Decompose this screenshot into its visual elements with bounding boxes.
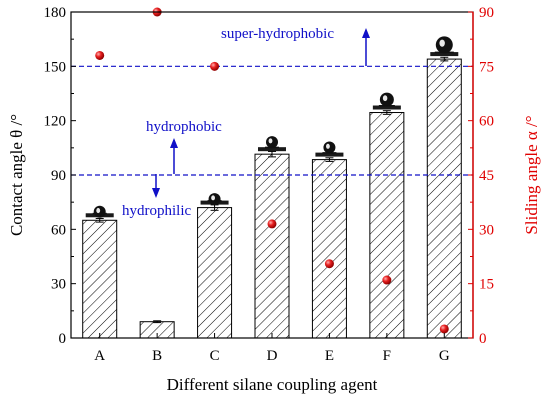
left-tick-label: 30: [51, 277, 66, 293]
right-tick-label: 45: [479, 168, 494, 184]
arrow-up-icon: [170, 138, 178, 174]
left-tick-label: 0: [59, 331, 67, 347]
droplet-icons-group: [85, 36, 459, 218]
right-tick-label: 30: [479, 222, 494, 238]
bars-group: [82, 58, 462, 339]
right-axis-ticks: 0 15 30 45 60 75 90: [468, 5, 494, 347]
y-axis-title-right: Sliding angle α /°: [522, 115, 541, 234]
error-bar-D: [268, 150, 276, 158]
arrow-down-icon: [152, 174, 160, 198]
left-tick-label: 60: [51, 222, 66, 238]
bar-G: [426, 58, 462, 339]
x-tick-label: C: [210, 348, 220, 364]
left-tick-label: 120: [44, 114, 67, 130]
reference-lines-group: [71, 65, 473, 176]
x-axis-ticks: A B C D E F G: [94, 333, 450, 364]
x-tick-label: E: [325, 348, 334, 364]
water-droplet-icon: [85, 205, 114, 218]
right-tick-label: 15: [479, 277, 494, 293]
hydrophobic-label: hydrophobic: [146, 119, 222, 135]
sliding-point-A: [95, 50, 105, 60]
right-tick-label: 90: [479, 5, 494, 21]
sliding-point-G: [439, 324, 449, 334]
water-droplet-icon: [258, 136, 286, 152]
bar-E: [311, 159, 347, 339]
bar-D: [254, 153, 290, 339]
water-droplet-icon: [315, 141, 344, 157]
error-bar-A: [95, 217, 104, 223]
y-axis-title-left: Contact angle θ /°: [7, 114, 26, 236]
left-tick-label: 90: [51, 168, 66, 184]
left-tick-label: 180: [44, 5, 67, 21]
right-tick-label: 75: [479, 59, 494, 75]
bar-C: [197, 207, 233, 339]
error-bars-group: [95, 56, 449, 324]
water-droplet-icon: [430, 36, 459, 57]
right-tick-label: 60: [479, 114, 494, 130]
x-tick-label: D: [267, 348, 278, 364]
hydrophilic-label: hydrophilic: [122, 203, 191, 219]
error-bar-G: [440, 56, 449, 62]
sliding-point-E: [324, 259, 334, 269]
sliding-point-F: [382, 275, 392, 285]
error-bar-E: [325, 157, 334, 162]
super-hydrophobic-label: super-hydrophobic: [221, 26, 334, 42]
sliding-point-C: [210, 61, 220, 71]
bar-F: [369, 112, 405, 339]
error-bar-F: [382, 110, 391, 115]
left-tick-label: 150: [44, 59, 67, 75]
water-droplet-icon: [372, 92, 401, 110]
water-droplet-icon: [200, 193, 229, 206]
sliding-points-group: [95, 7, 449, 334]
sliding-point-D: [267, 219, 277, 229]
x-tick-label: B: [152, 348, 162, 364]
annotations-group: super-hydrophobic hydrophobic hydrophili…: [122, 26, 370, 219]
right-tick-label: 0: [479, 331, 487, 347]
x-axis-title: Different silane coupling agent: [167, 375, 378, 394]
bar-A: [82, 219, 118, 339]
error-bar-B: [153, 320, 162, 324]
arrow-up-icon: [362, 28, 370, 66]
x-tick-label: G: [439, 348, 450, 364]
x-tick-label: A: [94, 348, 105, 364]
x-tick-label: F: [383, 348, 391, 364]
left-axis-ticks: 0 30 60 90 120 150 180: [44, 5, 76, 347]
